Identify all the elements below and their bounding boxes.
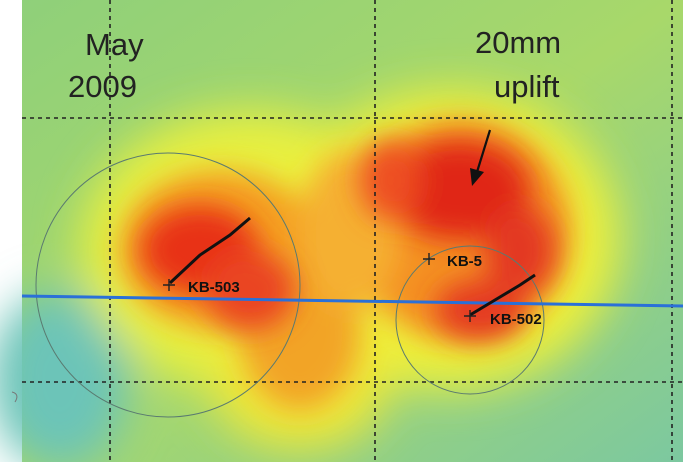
well-label: KB-503	[188, 279, 240, 296]
well-label: KB-502	[490, 311, 542, 328]
uplift-label: uplift	[494, 69, 560, 104]
date-label: May	[85, 27, 144, 62]
well-label: KB-5	[447, 253, 482, 270]
insar-map: May 2009 20mm uplift KB-503 KB-5 KB-502	[0, 0, 683, 462]
date-label: 2009	[68, 69, 137, 104]
uplift-label: 20mm	[475, 25, 561, 60]
